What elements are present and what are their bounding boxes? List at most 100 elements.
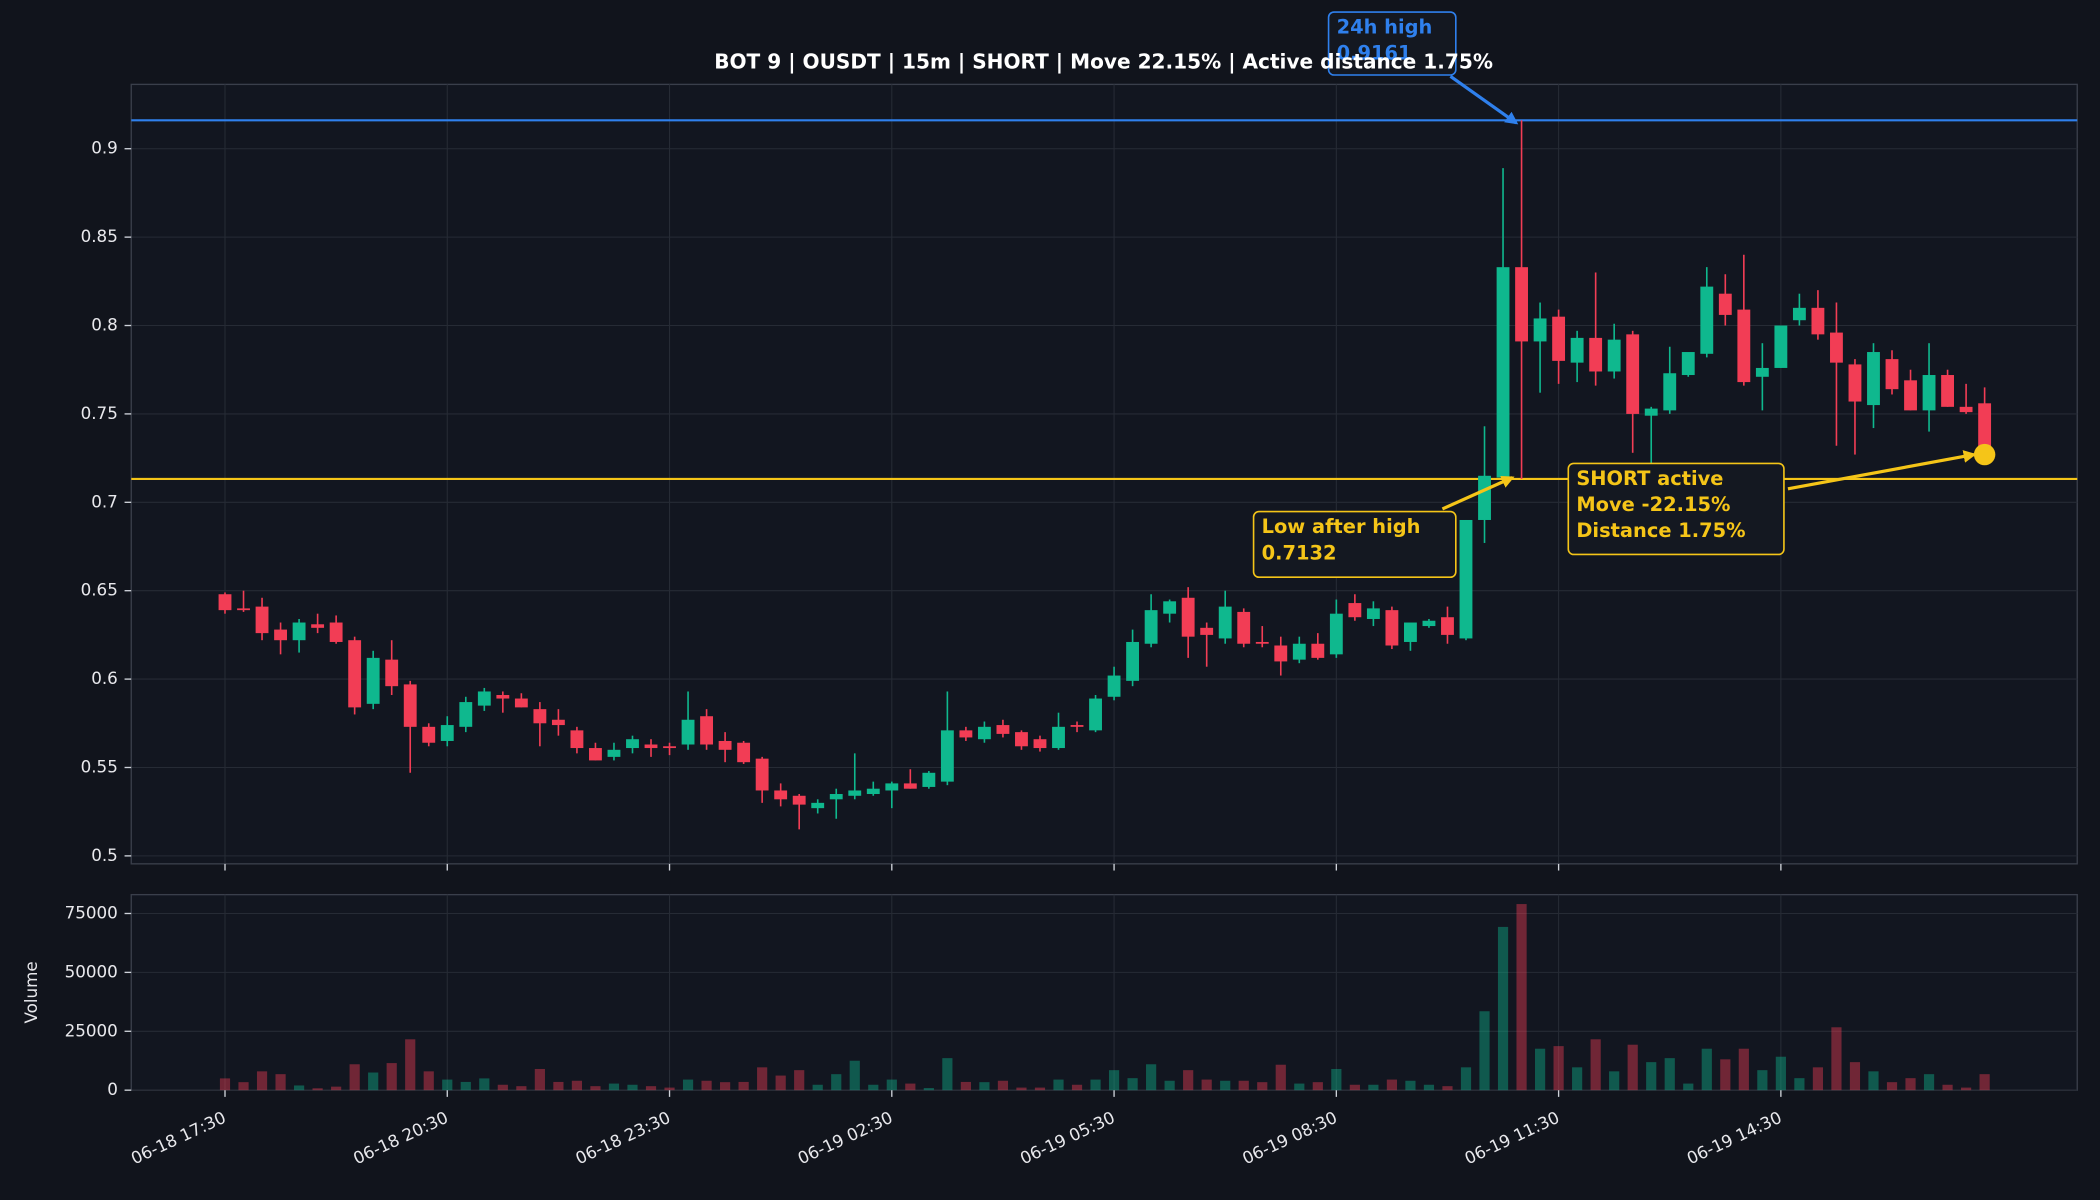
candle-body xyxy=(885,783,899,791)
volume-bar xyxy=(1257,1082,1268,1091)
candle-body xyxy=(700,716,714,745)
candle-body xyxy=(218,594,232,611)
annotation-arrow xyxy=(1787,450,1977,491)
volume-bar xyxy=(1738,1048,1749,1091)
volume-bar xyxy=(479,1078,490,1091)
candle-body xyxy=(829,794,843,800)
volume-bar xyxy=(1516,904,1527,1091)
candle-body xyxy=(1015,732,1028,747)
candle-body xyxy=(440,725,454,741)
annotation-box xyxy=(1567,462,1785,556)
y-axis-label: Volume xyxy=(21,961,41,1023)
candle-body xyxy=(681,719,695,745)
volume-bar xyxy=(294,1085,305,1091)
volume-bar xyxy=(1331,1068,1342,1091)
volume-bar xyxy=(497,1084,508,1091)
y-tick-label: 75000 xyxy=(65,902,118,922)
volume-bar xyxy=(682,1079,694,1091)
volume-bar xyxy=(1016,1087,1027,1091)
candle-body xyxy=(737,742,751,763)
volume-bar xyxy=(1423,1084,1435,1091)
candle-body xyxy=(1607,339,1621,372)
chart-title: BOT 9 | OUSDT | 15m | SHORT | Move 22.15… xyxy=(714,49,1493,73)
candle-body xyxy=(1366,608,1380,619)
annotation-text: 24h high xyxy=(1337,16,1433,39)
candle-body xyxy=(1885,359,1899,390)
candle-body xyxy=(477,691,491,706)
candle-body xyxy=(959,730,973,738)
candle-body xyxy=(1867,352,1880,406)
annotation-text: Low after high xyxy=(1262,515,1421,538)
candle-body xyxy=(1052,726,1065,749)
candle-body xyxy=(940,730,954,782)
volume-bar xyxy=(1942,1084,1953,1091)
candle-body xyxy=(1126,641,1140,681)
volume-bar xyxy=(1349,1084,1360,1091)
annotation-arrow xyxy=(1441,475,1515,511)
volume-bar xyxy=(553,1081,564,1091)
volume-bar xyxy=(1442,1086,1453,1091)
candle-body xyxy=(1107,675,1121,697)
volume-bar xyxy=(1405,1080,1416,1091)
candle-body xyxy=(1311,643,1325,658)
volume-bar xyxy=(1775,1056,1786,1091)
volume-bar xyxy=(1794,1078,1805,1091)
candle-body xyxy=(774,790,788,800)
volume-bar xyxy=(1923,1074,1935,1091)
candle-body xyxy=(1218,606,1232,639)
y-tick-label: 50000 xyxy=(65,961,118,981)
volume-bar xyxy=(849,1060,860,1091)
volume-bar xyxy=(1553,1046,1564,1091)
volume-bar xyxy=(1275,1064,1286,1091)
candle-body xyxy=(1163,601,1177,614)
candle-body xyxy=(977,726,991,740)
volume-bar xyxy=(1609,1071,1620,1091)
candle-body xyxy=(1089,698,1102,731)
volume-bar xyxy=(1368,1084,1379,1091)
volume-bar xyxy=(1627,1044,1638,1091)
candle-body xyxy=(718,740,732,750)
volume-panel xyxy=(130,893,2078,1091)
y-tick-label: 25000 xyxy=(65,1020,118,1040)
candle-body xyxy=(1292,643,1306,660)
candle-body xyxy=(1329,613,1343,655)
volume-bar xyxy=(701,1080,712,1091)
volume-bar xyxy=(812,1084,823,1091)
candle-body xyxy=(329,622,343,642)
candle-body xyxy=(1070,725,1084,727)
candle-body xyxy=(292,622,306,641)
candle-body xyxy=(1237,611,1251,644)
candle-body xyxy=(1959,406,1973,413)
volume-bar xyxy=(645,1086,657,1091)
candle-body xyxy=(589,748,602,761)
y-tick-label: 0.5 xyxy=(91,845,118,865)
volume-bar xyxy=(905,1083,916,1091)
candle-body xyxy=(1348,603,1362,618)
candle-body xyxy=(996,725,1010,734)
y-tick-label: 0.7 xyxy=(91,491,118,511)
volume-bar xyxy=(886,1079,897,1091)
volume-bar xyxy=(664,1087,675,1091)
candle-body xyxy=(237,608,250,611)
volume-bar xyxy=(757,1067,768,1091)
volume-bar xyxy=(775,1075,786,1091)
candle-body xyxy=(1033,739,1047,749)
current-price-marker xyxy=(1973,443,1996,466)
volume-bar xyxy=(1386,1079,1397,1091)
volume-bar xyxy=(1034,1087,1046,1091)
volume-bar xyxy=(1849,1062,1861,1091)
y-tick-label: 0.8 xyxy=(91,315,118,335)
y-tick-label: 0.6 xyxy=(91,668,118,688)
volume-bar xyxy=(368,1072,379,1091)
volume-bar xyxy=(1201,1079,1212,1091)
volume-bar xyxy=(571,1080,583,1091)
candle-body xyxy=(1144,610,1158,644)
volume-bar xyxy=(1757,1070,1768,1091)
price-panel xyxy=(130,83,2078,865)
candle-body xyxy=(1181,597,1195,637)
candle-body xyxy=(1663,373,1677,411)
candle-body xyxy=(1515,267,1528,342)
volume-bar xyxy=(534,1068,545,1091)
volume-bar xyxy=(516,1086,527,1091)
volume-bar xyxy=(942,1058,953,1091)
